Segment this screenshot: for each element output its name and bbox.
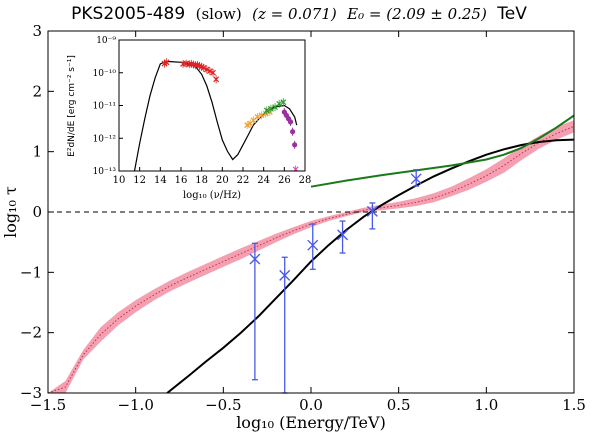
inset-y-tick-label: 10⁻¹²	[93, 134, 117, 144]
x-tick-label: −1.0	[117, 396, 153, 414]
inset-x-tick-label: 18	[195, 175, 208, 186]
title-unit: TeV	[496, 4, 527, 24]
cross-marker	[307, 239, 319, 251]
data-point-0	[249, 242, 261, 381]
inset-y-tick-label: 10⁻⁹	[96, 36, 116, 46]
inset-x-tick-label: 22	[237, 175, 250, 186]
y-tick-label: −1	[20, 263, 42, 281]
inset-x-ticks: 10 12 14 16 18 20 22 24 26 28	[113, 167, 312, 186]
title-state: (slow)	[196, 5, 242, 23]
title-source: PKS2005-489	[71, 4, 185, 24]
data-point-2	[307, 223, 319, 270]
cross-marker	[410, 173, 422, 185]
inset-y-tick-label: 10⁻¹³	[93, 167, 117, 177]
inset-y-tick-label: 10⁻¹¹	[93, 102, 116, 112]
data-points	[249, 169, 422, 394]
y-tick-label: −2	[20, 324, 42, 342]
cross-marker	[249, 253, 261, 265]
data-point-1	[279, 256, 291, 394]
cross-marker	[366, 205, 378, 217]
y-tick-label: −3	[20, 384, 42, 402]
inset-x-tick-label: 10	[113, 175, 126, 186]
y-tick-label: 2	[32, 82, 42, 100]
y-tick-label: 0	[32, 203, 42, 221]
series-line-1	[310, 114, 574, 188]
chart-title: PKS2005-489 (slow) (z = 0.071) E₀ = (2.0…	[71, 4, 527, 24]
data-point-3	[337, 220, 349, 254]
y-tick-label: 1	[32, 143, 42, 161]
inset-x-tick-label: 14	[154, 175, 167, 186]
data-point-4	[366, 202, 378, 230]
data-point-5	[410, 169, 422, 187]
inset-y-ticks: 10⁻¹³ 10⁻¹² 10⁻¹¹ 10⁻¹⁰ 10⁻⁹	[93, 36, 123, 177]
cross-marker	[279, 269, 291, 281]
y-axis-label: log₁₀ τ	[1, 186, 20, 238]
x-tick-label: 0.5	[387, 396, 411, 414]
inset-x-tick-label: 28	[299, 175, 312, 186]
title-redshift: (z = 0.071)	[252, 5, 337, 23]
x-axis-ticks: −1.5 −1.0 −0.5 0.0 0.5 1.0 1.5	[30, 31, 586, 414]
x-tick-label: 1.0	[474, 396, 498, 414]
x-tick-label: −0.5	[205, 396, 241, 414]
inset-y-tick-label: 10⁻¹⁰	[93, 69, 117, 79]
inset-x-tick-label: 26	[278, 175, 291, 186]
x-tick-label: 1.5	[562, 396, 586, 414]
x-tick-label: 0.0	[299, 396, 323, 414]
x-tick-label: −1.5	[30, 396, 66, 414]
x-axis-label: log₁₀ (Energy/TeV)	[236, 413, 386, 432]
inset-x-tick-label: 24	[257, 175, 270, 186]
sed-inset: 10 12 14 16 18 20 22 24 26 28 10⁻¹³10⁻¹²10⁻¹¹10⁻¹…	[67, 36, 311, 201]
band-median-line	[48, 125, 574, 393]
inset-y-label: E²dN/dE [erg cm⁻² s⁻¹]	[67, 55, 77, 157]
y-tick-label: 3	[32, 22, 42, 40]
sed-data-points	[161, 58, 299, 171]
inset-x-tick-label: 20	[216, 175, 229, 186]
inset-x-tick-label: 12	[133, 175, 146, 186]
inset-x-tick-label: 16	[175, 175, 188, 186]
inset-x-label: log₁₀ (ν/Hz)	[183, 190, 241, 201]
title-energy: E₀ = (2.09 ± 0.25)	[346, 5, 487, 23]
cross-marker	[337, 229, 349, 241]
